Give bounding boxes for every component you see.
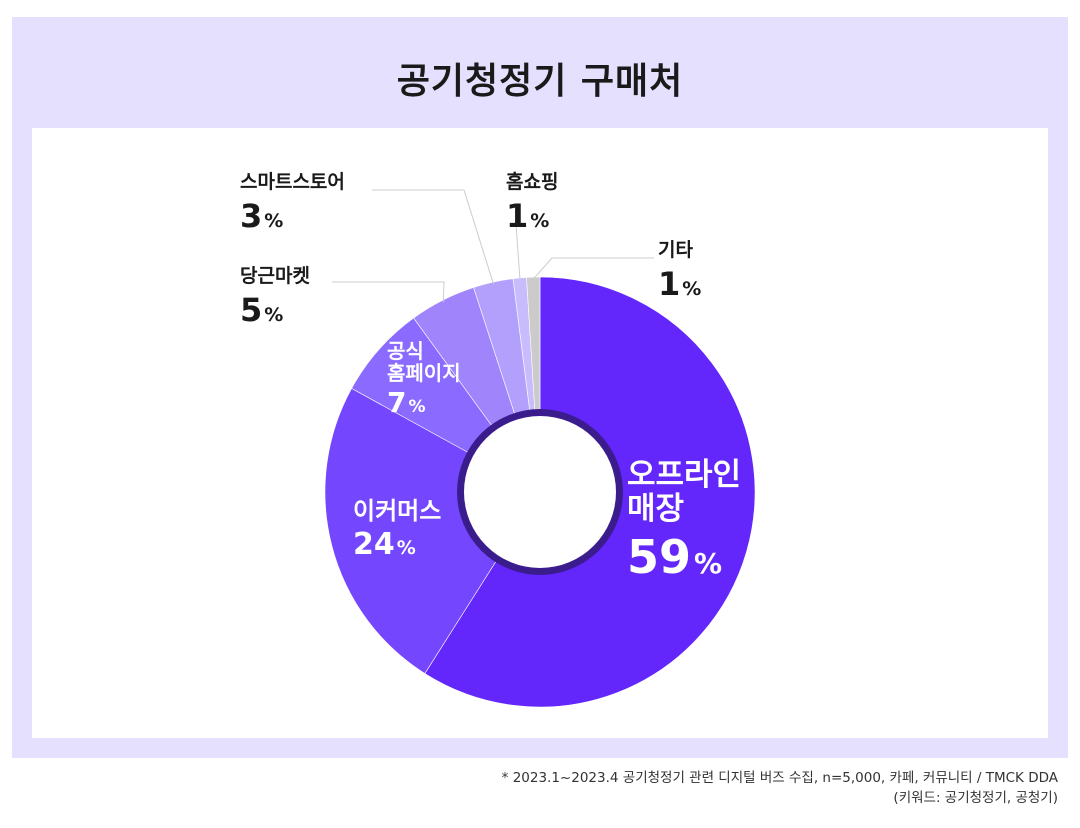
label-offline: 오프라인 매장 59%	[627, 458, 741, 583]
label-official-value: 7	[387, 386, 407, 419]
label-official-value-row: 7%	[387, 386, 461, 419]
label-offline-value: 59	[627, 530, 692, 585]
label-smartstore-value: 3	[240, 196, 263, 235]
label-daangn-unit: %	[264, 303, 284, 326]
label-offline-line1: 오프라인	[627, 457, 742, 493]
label-etc-value: 1	[658, 264, 681, 303]
label-daangn-line1: 당근마켓	[240, 265, 310, 287]
label-offline-unit: %	[694, 547, 723, 581]
label-etc: 기타 1%	[658, 240, 701, 302]
footnote-source: * 2023.1~2023.4 공기청정기 관련 디지털 버즈 수집, n=5,…	[501, 770, 1058, 786]
label-daangn-value-row: 5%	[240, 290, 310, 329]
leader-line-7	[532, 257, 654, 280]
label-smartstore-line1: 스마트스토어	[240, 171, 345, 193]
label-offline-value-row: 59%	[627, 532, 741, 583]
label-ecommerce-unit: %	[396, 537, 416, 560]
label-smartstore-value-row: 3%	[240, 196, 345, 235]
label-homeshopping-unit: %	[530, 209, 550, 232]
label-homeshopping: 홈쇼핑 1%	[506, 172, 558, 234]
label-homeshopping-value-row: 1%	[506, 196, 558, 235]
label-etc-value-row: 1%	[658, 264, 702, 303]
label-daangn-value: 5	[240, 290, 263, 329]
label-official-unit: %	[408, 397, 426, 417]
donut-chart	[324, 189, 756, 708]
slice-2	[324, 388, 541, 674]
footnote: * 2023.1~2023.4 공기청정기 관련 디지털 버즈 수집, n=5,…	[502, 768, 1058, 809]
label-etc-line1: 기타	[658, 239, 693, 261]
label-ecommerce-line1: 이커머스	[353, 497, 442, 525]
label-official-line2: 홈페이지	[387, 361, 461, 385]
leader-line-6	[515, 223, 521, 280]
label-homeshopping-line1: 홈쇼핑	[506, 171, 559, 193]
donut-hole	[464, 416, 616, 568]
label-smartstore-unit: %	[264, 209, 284, 232]
label-homeshopping-value: 1	[506, 196, 529, 235]
leader-line-5	[372, 189, 494, 285]
chart-panel: 오프라인 매장 59% 이커머스 24% 공식 홈페이지 7% 당근마켓 5% …	[32, 128, 1048, 738]
label-etc-unit: %	[682, 277, 702, 300]
label-daangn: 당근마켓 5%	[240, 266, 310, 328]
footnote-keywords: (키워드: 공기청정기, 공청기)	[893, 790, 1058, 807]
chart-title: 공기청정기 구매처	[396, 61, 684, 102]
leader-line-4	[332, 281, 445, 303]
label-official-line1: 공식	[387, 339, 424, 363]
label-ecommerce-value-row: 24%	[353, 528, 441, 561]
label-offline-line2: 매장	[627, 491, 685, 528]
label-ecommerce-value: 24	[353, 527, 395, 563]
label-ecommerce: 이커머스 24%	[353, 497, 442, 562]
label-official: 공식 홈페이지 7%	[387, 340, 461, 419]
label-smartstore: 스마트스토어 3%	[240, 172, 345, 234]
